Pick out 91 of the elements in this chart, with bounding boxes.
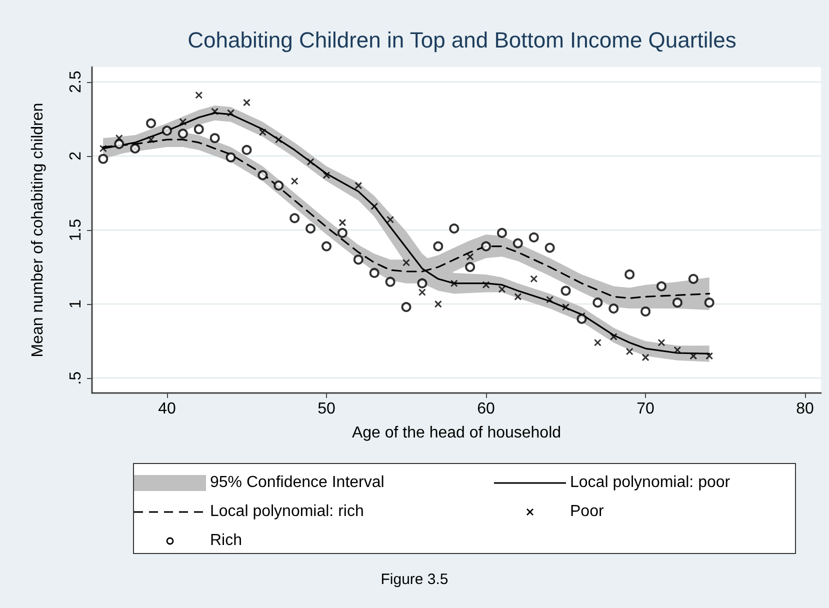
- y-tick-label: 1.5: [68, 218, 84, 242]
- point: [369, 268, 380, 278]
- point: [322, 171, 330, 179]
- point: [114, 139, 124, 150]
- point: [498, 286, 506, 294]
- point: [179, 118, 187, 126]
- legend-label: Local polynomial: poor: [570, 474, 730, 492]
- legend-label: Poor: [570, 502, 604, 520]
- point: [226, 152, 236, 162]
- point: [242, 144, 252, 155]
- point: [690, 352, 698, 360]
- point: [482, 281, 490, 289]
- point: [402, 258, 410, 266]
- point: [417, 278, 428, 288]
- point: [560, 286, 571, 296]
- point: [674, 346, 682, 354]
- point: [449, 224, 460, 234]
- point: [146, 118, 156, 128]
- point: [306, 224, 316, 234]
- legend-label: Rich: [210, 532, 242, 550]
- x-tick-label: 40: [158, 400, 176, 418]
- point: [194, 124, 204, 134]
- point: [258, 128, 266, 136]
- point: [258, 170, 268, 180]
- text: 95% Confidence Interval: [210, 474, 384, 492]
- point: [546, 296, 554, 304]
- point: [576, 314, 587, 324]
- point: [195, 91, 203, 99]
- point: [704, 298, 714, 308]
- point: [626, 348, 634, 356]
- point: [512, 238, 523, 248]
- point: [594, 338, 602, 346]
- point: [98, 154, 108, 164]
- point: [290, 177, 298, 185]
- point: [434, 300, 442, 308]
- point: [642, 354, 650, 362]
- point: [178, 128, 188, 139]
- point: [418, 288, 426, 296]
- point: [610, 332, 618, 340]
- point: [274, 136, 282, 144]
- chart-title: Cohabiting Children in Top and Bottom Income Quartiles: [188, 28, 736, 52]
- point: [481, 241, 492, 252]
- x-tick-label: 60: [477, 400, 496, 418]
- point: [656, 281, 666, 292]
- point: [385, 276, 396, 287]
- point: [386, 216, 394, 224]
- point: [353, 254, 364, 265]
- point: [211, 108, 219, 116]
- x-axis-title: Age of the head of household: [352, 424, 562, 442]
- point: [210, 133, 220, 144]
- point: [530, 275, 538, 283]
- point: [433, 241, 444, 252]
- point: [562, 303, 570, 311]
- caption: Figure 3.5: [380, 571, 448, 588]
- point: [496, 228, 507, 238]
- point: [99, 144, 107, 152]
- point: [115, 134, 123, 142]
- point: [640, 306, 651, 316]
- y-tick-label: 2: [68, 151, 84, 160]
- point: [592, 298, 603, 308]
- point: [306, 158, 314, 166]
- y-axis-title: Mean number of cohabiting children: [30, 102, 46, 358]
- y-tick-label: 2.5: [68, 70, 84, 93]
- point: [688, 274, 698, 284]
- point: [338, 218, 346, 226]
- point: [450, 280, 458, 288]
- point: [466, 252, 474, 260]
- point: [514, 292, 522, 300]
- point: [465, 262, 476, 272]
- point: [608, 304, 619, 314]
- point: [658, 338, 666, 346]
- point: [147, 136, 155, 144]
- point: [322, 241, 332, 252]
- point: [528, 232, 539, 242]
- x-tick-label: 50: [318, 400, 336, 418]
- point: [354, 182, 362, 190]
- point: [672, 298, 682, 308]
- y-tick-label: .5: [68, 371, 84, 385]
- point: [337, 228, 348, 238]
- point: [401, 302, 412, 312]
- point: [624, 269, 635, 280]
- point: [544, 242, 555, 253]
- x-tick-label: 80: [796, 400, 814, 418]
- point: [274, 180, 284, 191]
- legend-label: Local polynomial: rich: [210, 502, 364, 520]
- x-tick-label: 70: [636, 400, 655, 418]
- point: [242, 98, 250, 106]
- point: [370, 202, 378, 210]
- point: [290, 213, 300, 224]
- point: [227, 109, 235, 117]
- y-tick-label: 1: [68, 300, 84, 309]
